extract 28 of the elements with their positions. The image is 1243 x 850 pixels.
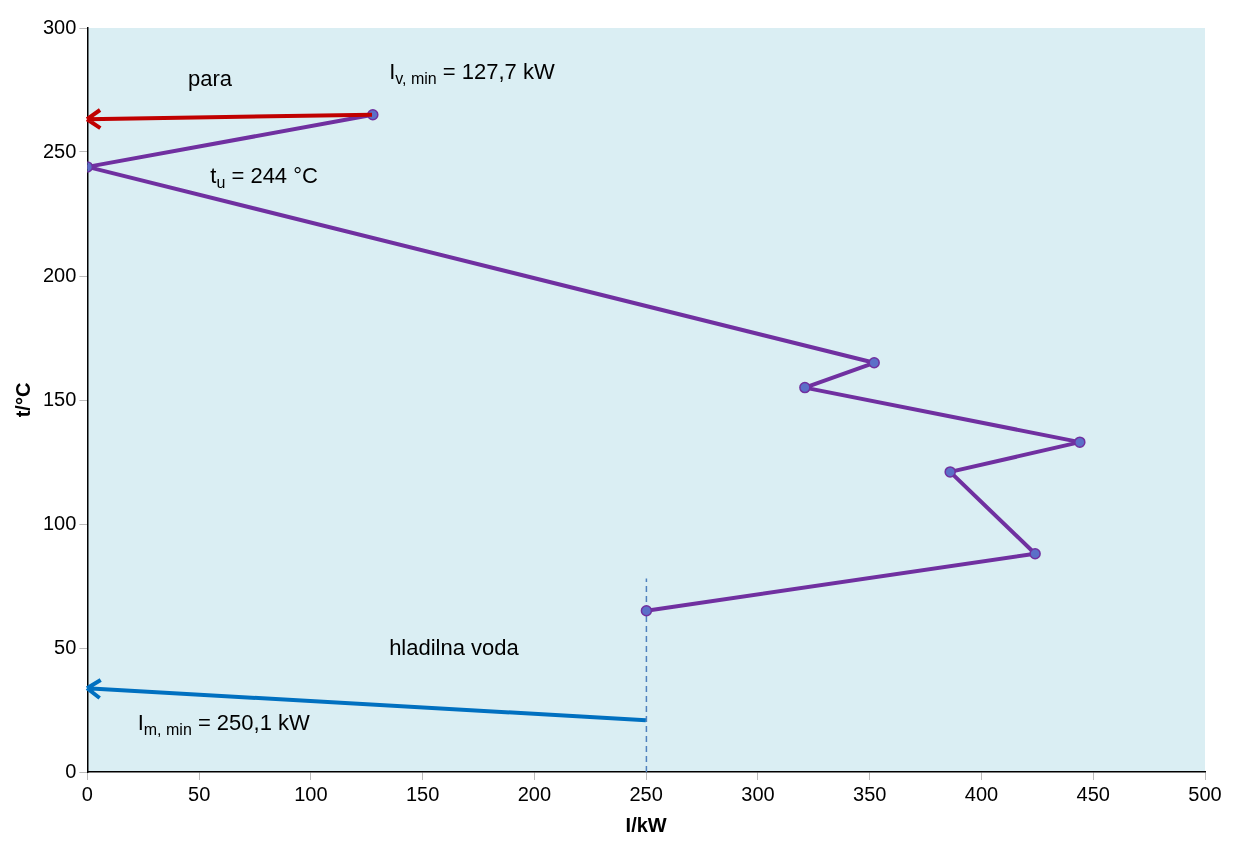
x-tick-label: 300 xyxy=(741,782,775,805)
point xyxy=(640,605,653,617)
x-tick-label: 150 xyxy=(405,782,440,805)
y-tick-label: 200 xyxy=(42,263,77,286)
x-tick-label: 0 xyxy=(81,782,93,805)
x-tick-label: 400 xyxy=(964,782,999,805)
x-tick-label: 500 xyxy=(1188,782,1222,805)
y-tick-label: 0 xyxy=(65,759,77,782)
x-tick-label: 450 xyxy=(1076,782,1110,805)
y-axis-title: t/°C xyxy=(11,382,34,418)
y-tick-label: 300 xyxy=(42,15,77,38)
x-tick-label: 100 xyxy=(294,782,328,805)
y-tick-label: 150 xyxy=(42,387,77,410)
y-tick-label: 50 xyxy=(54,635,77,658)
x-tick-label: 350 xyxy=(853,782,887,805)
x-tick-label: 50 xyxy=(188,782,211,805)
point xyxy=(1074,436,1086,448)
point xyxy=(868,357,880,369)
point xyxy=(1029,548,1041,560)
y-tick-label: 100 xyxy=(42,511,77,534)
annotation: hladilna voda xyxy=(389,635,520,661)
x-tick-label: 250 xyxy=(629,782,663,805)
y-tick-label: 250 xyxy=(42,139,77,162)
annotation: para xyxy=(187,66,233,92)
x-axis-title: I/kW xyxy=(625,813,667,836)
point xyxy=(799,381,811,394)
point xyxy=(944,466,956,478)
x-tick-label: 200 xyxy=(517,782,552,805)
